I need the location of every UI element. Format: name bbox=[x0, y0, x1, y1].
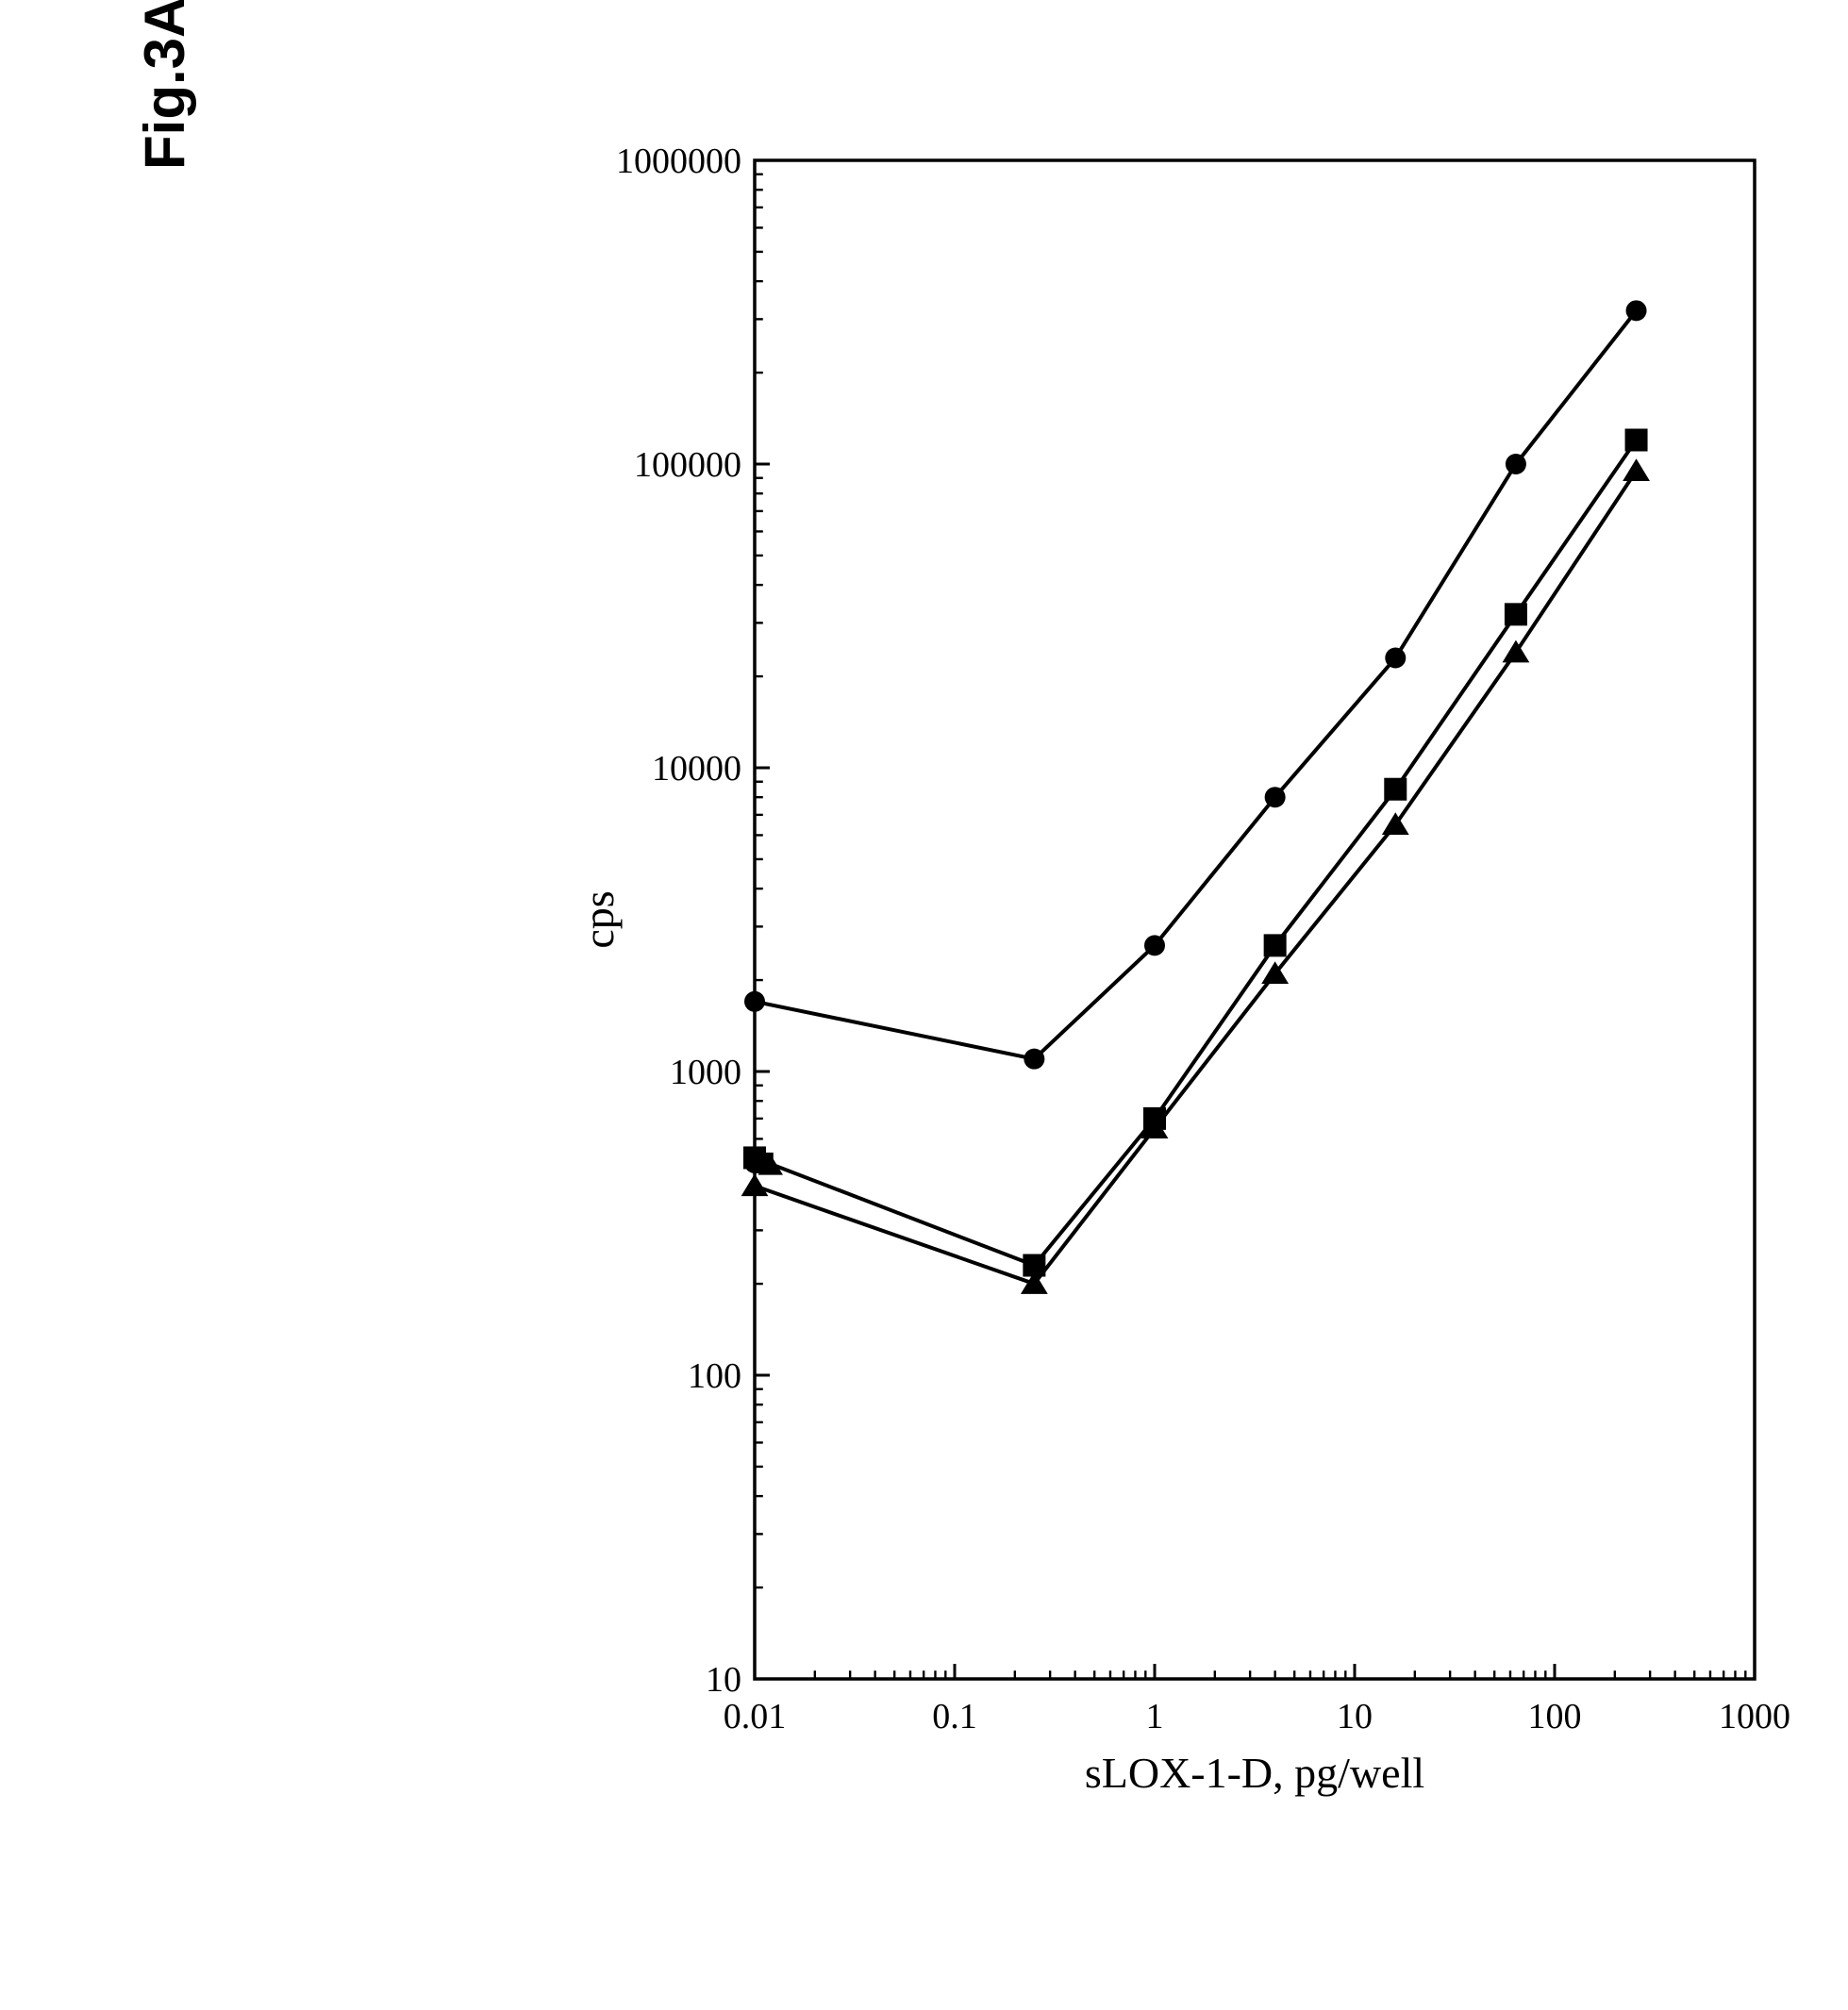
x-tick-label: 10 bbox=[1337, 1697, 1373, 1736]
marker-square bbox=[1625, 429, 1648, 452]
chart: 0.01 0.1 1 10 100 1000 10 100 1000 10000 100000 100… bbox=[566, 123, 1792, 1877]
marker-circle bbox=[1385, 648, 1406, 669]
y-tick-label: 10000 bbox=[652, 749, 741, 789]
y-tick-label: 100 bbox=[688, 1356, 741, 1396]
marker-square bbox=[1505, 603, 1527, 625]
y-tick-label: 1000 bbox=[670, 1053, 741, 1092]
marker-square bbox=[1264, 934, 1287, 956]
y-tick-label: 1000000 bbox=[616, 141, 741, 181]
marker-circle bbox=[744, 991, 765, 1012]
marker-circle bbox=[1024, 1049, 1044, 1070]
x-tick-label: 0.01 bbox=[724, 1697, 787, 1736]
marker-circle bbox=[1626, 300, 1647, 321]
x-axis-label: sLOX-1-D, pg/well bbox=[1085, 1749, 1424, 1797]
x-tick-label: 1 bbox=[1146, 1697, 1164, 1736]
marker-square bbox=[1384, 778, 1407, 801]
y-axis-label: cps bbox=[574, 890, 623, 948]
marker-circle bbox=[1506, 454, 1526, 474]
y-tick-label: 100000 bbox=[634, 445, 741, 485]
x-tick-label: 1000 bbox=[1719, 1697, 1790, 1736]
marker-circle bbox=[1265, 787, 1286, 807]
marker-circle bbox=[1144, 935, 1165, 955]
y-tick-label: 10 bbox=[706, 1660, 741, 1700]
x-tick-label: 0.1 bbox=[932, 1697, 977, 1736]
x-tick-label: 100 bbox=[1528, 1697, 1582, 1736]
figure-label: Fig.3A bbox=[132, 0, 197, 170]
